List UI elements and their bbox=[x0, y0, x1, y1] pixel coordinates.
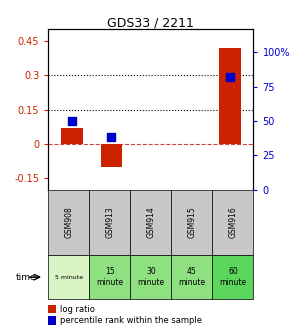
Text: GSM913: GSM913 bbox=[105, 206, 114, 238]
Bar bbox=[100, 144, 122, 167]
Point bbox=[109, 135, 114, 140]
Title: GDS33 / 2211: GDS33 / 2211 bbox=[108, 16, 194, 29]
Text: GSM908: GSM908 bbox=[64, 206, 73, 238]
Text: percentile rank within the sample: percentile rank within the sample bbox=[60, 316, 202, 325]
Text: 30
minute: 30 minute bbox=[137, 267, 164, 287]
Text: time: time bbox=[16, 273, 37, 282]
Point bbox=[70, 118, 74, 124]
Bar bbox=[219, 48, 241, 144]
Text: 60
minute: 60 minute bbox=[219, 267, 246, 287]
Bar bbox=[61, 128, 83, 144]
Text: 45
minute: 45 minute bbox=[178, 267, 205, 287]
Text: GSM916: GSM916 bbox=[229, 206, 237, 238]
Point bbox=[227, 75, 232, 80]
Text: 5 minute: 5 minute bbox=[55, 275, 83, 280]
Text: GSM915: GSM915 bbox=[188, 206, 196, 238]
Text: 15
minute: 15 minute bbox=[96, 267, 123, 287]
Text: GSM914: GSM914 bbox=[146, 206, 155, 238]
Text: log ratio: log ratio bbox=[60, 304, 95, 314]
